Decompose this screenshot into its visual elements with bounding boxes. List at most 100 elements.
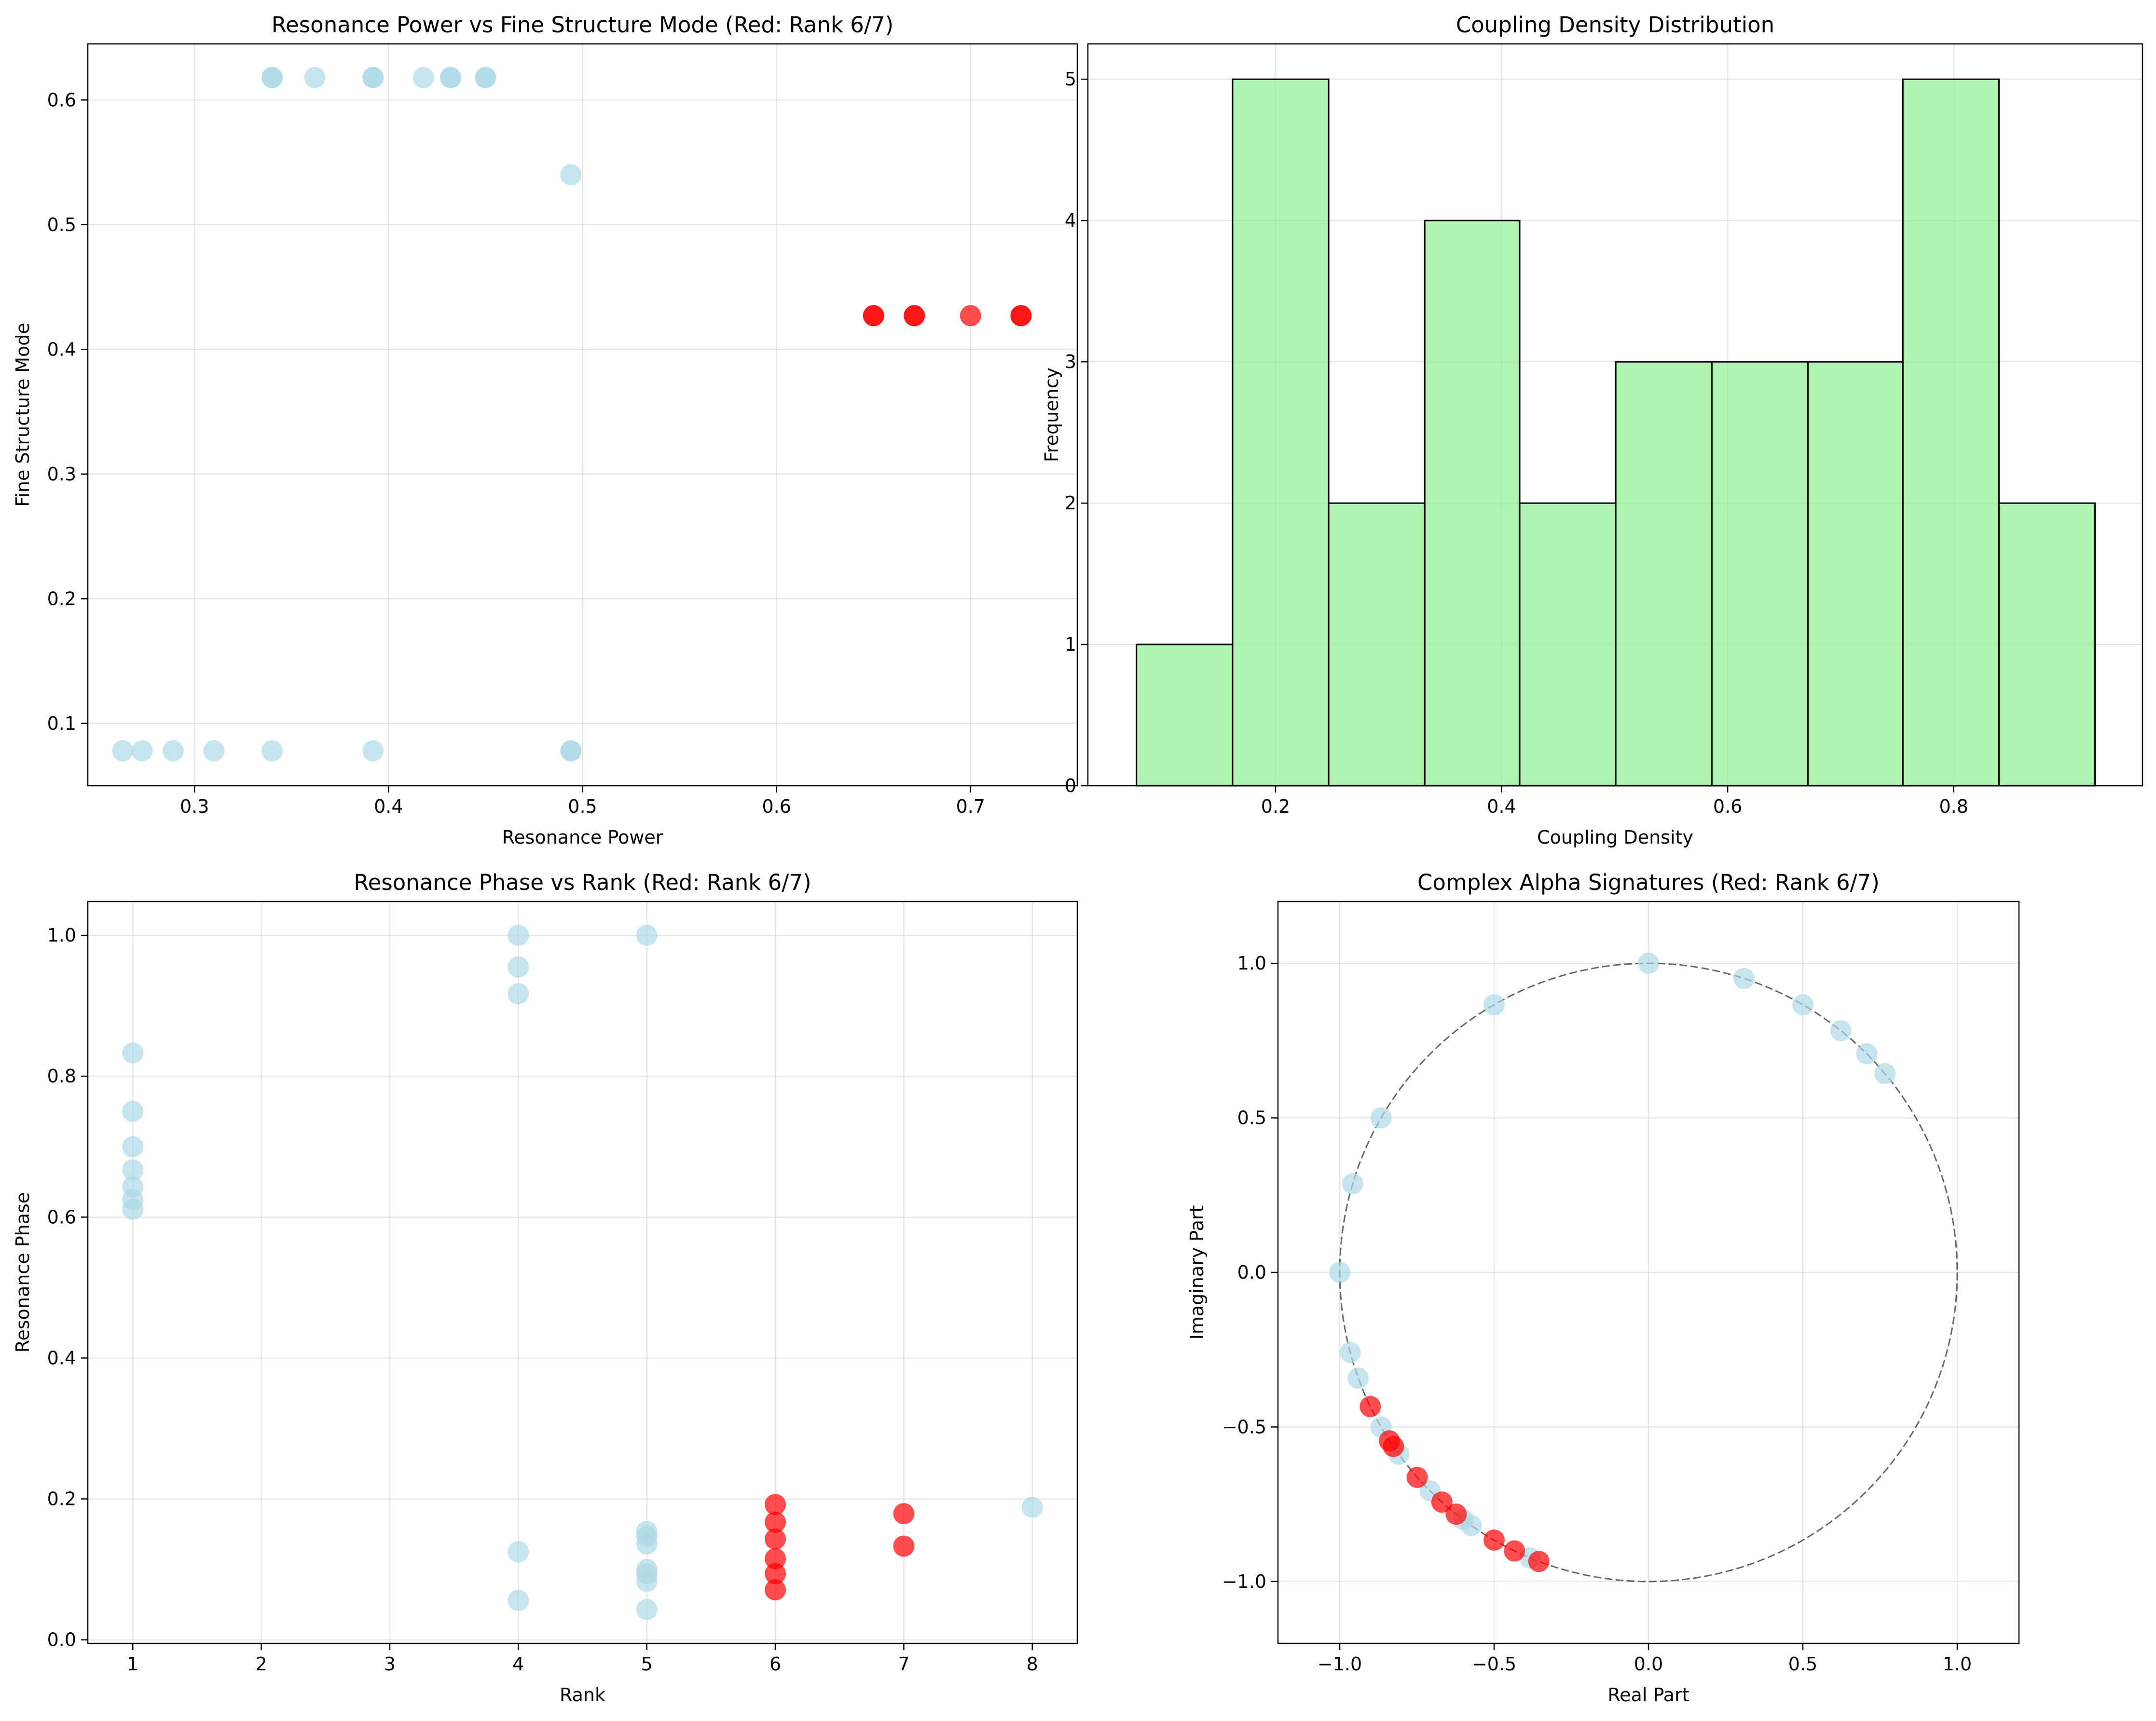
y-tick-label: 1.0 xyxy=(1237,953,1266,974)
data-point xyxy=(1406,1466,1428,1488)
data-point xyxy=(765,1548,786,1570)
data-point xyxy=(1342,1173,1363,1195)
y-tick-label: 4 xyxy=(1065,210,1076,231)
data-point xyxy=(1370,1107,1392,1129)
data-point xyxy=(893,1503,915,1525)
data-point xyxy=(1329,1262,1350,1283)
data-point xyxy=(362,67,384,88)
y-tick-label: 0.4 xyxy=(47,339,76,360)
chart-title: Complex Alpha Signatures (Red: Rank 6/7) xyxy=(1417,870,1880,895)
data-point xyxy=(1347,1367,1369,1389)
x-tick-label: 3 xyxy=(384,1653,396,1675)
data-point xyxy=(122,1101,144,1122)
data-point xyxy=(1733,968,1755,989)
data-point xyxy=(508,983,529,1005)
data-point xyxy=(1792,994,1813,1016)
y-tick-label: 3 xyxy=(1065,351,1076,372)
data-point xyxy=(162,740,184,762)
y-tick-label: 0.0 xyxy=(1237,1262,1266,1283)
data-point xyxy=(1460,1515,1482,1536)
x-tick-label: −0.5 xyxy=(1472,1653,1516,1675)
x-axis-label: Real Part xyxy=(1607,1684,1689,1706)
data-point xyxy=(122,1199,144,1220)
data-point xyxy=(362,740,384,762)
x-tick-label: 0.8 xyxy=(1939,796,1968,817)
y-tick-label: 0.6 xyxy=(47,89,76,110)
plot-area: 0.3 0.4 0.5 0.6 0.7 0.1 0.2 0.3 0.4 0.5 0.6 xyxy=(47,43,1078,817)
y-axis-label: Fine Structure Mode xyxy=(12,323,33,507)
x-tick-label: −1.0 xyxy=(1318,1653,1362,1675)
scatter-phase-vs-rank: 1 2 3 4 5 6 7 8 0.0 0.2 0.4 0.6 0.8 1.0 Resonance Pha… xyxy=(12,870,1078,1706)
x-tick-label: 4 xyxy=(512,1653,524,1675)
data-point xyxy=(508,1589,529,1611)
y-tick-label: 0.4 xyxy=(47,1347,76,1368)
y-tick-label: 0.5 xyxy=(1237,1107,1266,1129)
data-point xyxy=(1504,1540,1525,1562)
plot-area: 1 2 3 4 5 6 7 8 0.0 0.2 0.4 0.6 0.8 1.0 xyxy=(47,901,1078,1675)
data-point xyxy=(1830,1020,1852,1041)
y-tick-label: 0.5 xyxy=(47,214,76,235)
x-axis-label: Rank xyxy=(560,1684,605,1706)
x-tick-label: 0.5 xyxy=(1788,1653,1817,1675)
x-tick-label: 0.4 xyxy=(374,796,403,817)
x-tick-label: 0.0 xyxy=(1634,1653,1663,1675)
data-point xyxy=(440,67,462,88)
x-tick-label: 6 xyxy=(769,1653,781,1675)
data-point xyxy=(1010,305,1032,327)
chart-title: Coupling Density Distribution xyxy=(1456,12,1774,38)
chart-title: Resonance Phase vs Rank (Red: Rank 6/7) xyxy=(354,870,811,895)
histogram-bar xyxy=(1232,78,1330,787)
y-axis-label: Imaginary Part xyxy=(1186,1205,1208,1340)
y-tick-label: 0 xyxy=(1065,775,1076,796)
data-point xyxy=(1339,1341,1361,1363)
histogram-bar xyxy=(1998,502,2096,787)
data-point xyxy=(765,1579,786,1600)
data-point xyxy=(122,1136,144,1158)
data-point xyxy=(261,67,283,88)
x-tick-label: 7 xyxy=(898,1653,909,1675)
x-tick-label: 0.6 xyxy=(1713,796,1742,817)
data-point xyxy=(203,740,225,762)
data-point xyxy=(1483,1529,1505,1551)
y-tick-label: 2 xyxy=(1065,492,1076,514)
data-point xyxy=(261,740,283,762)
data-point xyxy=(636,925,658,946)
plot-background xyxy=(88,44,1077,786)
y-tick-label: 0.0 xyxy=(47,1629,76,1651)
data-point xyxy=(765,1528,786,1550)
data-point xyxy=(560,740,582,762)
histogram-coupling-density: 0.2 0.4 0.6 0.8 0 1 2 3 4 5 Coupling Density Dist… xyxy=(1041,12,2143,848)
data-point xyxy=(475,67,496,88)
x-tick-label: 1.0 xyxy=(1943,1653,1972,1675)
data-point xyxy=(1431,1491,1453,1513)
histogram-bar xyxy=(1615,361,1713,787)
data-point xyxy=(304,67,326,88)
x-tick-label: 0.2 xyxy=(1261,796,1290,817)
data-point xyxy=(560,164,582,186)
x-tick-label: 0.4 xyxy=(1487,796,1516,817)
y-axis-label: Resonance Phase xyxy=(12,1192,33,1352)
scatter-power-vs-fine-structure: 0.3 0.4 0.5 0.6 0.7 0.1 0.2 0.3 0.4 0.5 0.6 Resona… xyxy=(12,12,1078,848)
data-point xyxy=(636,1533,658,1555)
y-tick-label: 1 xyxy=(1065,634,1076,655)
data-point xyxy=(765,1494,786,1516)
histogram-bar xyxy=(1711,361,1809,787)
y-tick-label: 0.6 xyxy=(47,1206,76,1228)
data-point xyxy=(131,740,153,762)
data-point xyxy=(1383,1435,1404,1457)
data-point xyxy=(112,740,134,762)
y-tick-label: 0.1 xyxy=(47,713,76,734)
y-tick-label: 0.3 xyxy=(47,464,76,485)
histogram-bar xyxy=(1136,643,1234,787)
axes-frame xyxy=(87,901,1078,1644)
y-tick-label: −0.5 xyxy=(1222,1416,1266,1437)
x-tick-label: 2 xyxy=(255,1653,267,1675)
data-point xyxy=(893,1535,915,1557)
data-point xyxy=(636,1571,658,1592)
data-point xyxy=(904,305,925,327)
x-tick-label: 0.7 xyxy=(956,796,985,817)
data-point xyxy=(863,305,884,327)
data-point xyxy=(1021,1497,1043,1518)
plot-background xyxy=(88,901,1077,1643)
data-point xyxy=(122,1042,144,1064)
